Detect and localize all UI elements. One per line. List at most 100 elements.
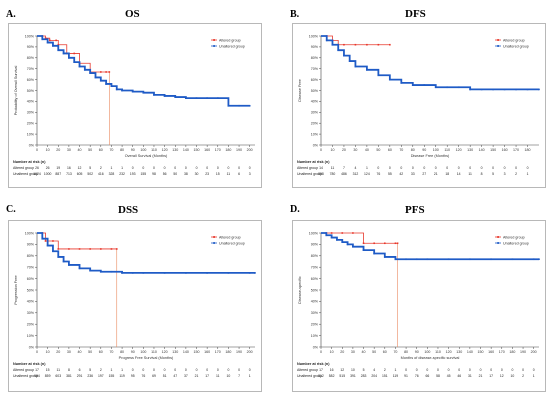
y-tick-label: 40% [27, 100, 35, 104]
censor-mark [185, 97, 187, 99]
y-tick-label: 80% [27, 254, 35, 258]
y-tick-label: 90% [311, 243, 319, 247]
panel-d-title: PFS [405, 204, 425, 216]
y-tick-label: 50% [311, 288, 319, 292]
risk-value: 486 [341, 172, 347, 176]
x-tick-label: 40 [365, 148, 369, 152]
x-tick-label: 150 [194, 350, 200, 354]
panel-c-letter: C. [6, 204, 16, 215]
censor-mark [89, 269, 91, 272]
risk-value: 391 [350, 374, 356, 378]
censor-mark [78, 267, 81, 270]
x-tick-label: 170 [513, 148, 519, 152]
censor-mark [153, 94, 155, 96]
risk-value: 0 [412, 166, 414, 170]
y-tick-label: 10% [311, 334, 319, 338]
risk-value: 2 [515, 172, 517, 176]
censor-mark [238, 104, 240, 107]
censor-mark [480, 88, 483, 91]
y-tick-label: 30% [27, 311, 35, 315]
risk-value: 0 [405, 368, 407, 372]
legend-label: Altered group [219, 38, 241, 42]
censor-mark [78, 65, 81, 68]
censor-mark [57, 43, 60, 46]
risk-value: 381 [66, 374, 72, 378]
risk-value: 0 [206, 166, 208, 170]
risk-value: 1 [121, 368, 123, 372]
y-tick-label: 100% [309, 231, 319, 235]
risk-value: 76 [415, 374, 419, 378]
censor-mark [94, 76, 97, 79]
y-tick-label: 0% [29, 143, 35, 147]
censor-mark [195, 97, 198, 99]
x-tick-label: 110 [444, 148, 450, 152]
x-tick-label: 120 [162, 350, 168, 354]
x-tick-label: 0 [320, 350, 322, 354]
censor-mark [354, 65, 357, 68]
x-tick-label: 40 [362, 350, 366, 354]
y-tick-label: 90% [27, 45, 35, 49]
x-tick-label: 130 [172, 350, 178, 354]
x-tick-label: 70 [393, 350, 397, 354]
censor-mark [115, 88, 118, 91]
risk-row-label: Altered group [13, 368, 34, 372]
censor-mark [538, 258, 540, 261]
x-tick-label: 20 [340, 350, 344, 354]
risk-value: 27 [422, 172, 426, 176]
risk-value: 155 [141, 172, 147, 176]
risk-value: 4 [354, 166, 356, 170]
km-curve-unaltered [37, 232, 255, 274]
censor-mark [227, 272, 230, 274]
km-curve-unaltered [321, 232, 539, 261]
censor-mark [538, 88, 540, 91]
censor-mark [515, 88, 517, 91]
risk-value: 23 [205, 172, 209, 176]
x-tick-label: 190 [236, 148, 242, 152]
risk-value: 1 [527, 172, 529, 176]
x-tick-label: 200 [247, 350, 253, 354]
x-axis-label: Overall Survival (Months) [125, 154, 168, 158]
x-tick-label: 20 [56, 148, 60, 152]
censor-mark [89, 248, 91, 250]
x-tick-label: 30 [67, 350, 71, 354]
legend-marker [213, 236, 215, 238]
risk-value: 11 [468, 172, 472, 176]
censor-mark [248, 104, 251, 107]
censor-mark [341, 241, 344, 243]
censor-mark [343, 54, 345, 57]
y-tick-label: 70% [27, 266, 35, 270]
censor-mark [206, 272, 208, 274]
x-axis-label: Months of disease-specific survival [401, 356, 460, 360]
km-curve-unaltered [37, 35, 250, 107]
risk-value: 1 [249, 374, 251, 378]
censor-mark [366, 43, 368, 46]
censor-mark [396, 242, 399, 245]
x-tick-label: 80 [411, 148, 415, 152]
censor-mark [511, 258, 514, 261]
y-tick-label: 0% [29, 345, 35, 349]
legend-marker [497, 39, 499, 41]
censor-mark [41, 38, 44, 41]
risk-value: 0 [437, 368, 439, 372]
risk-value: 328 [109, 172, 115, 176]
panel-d-letter: D. [290, 204, 300, 215]
y-tick-label: 60% [311, 277, 319, 281]
censor-mark [362, 249, 365, 251]
censor-mark [377, 74, 380, 77]
censor-mark [423, 84, 426, 86]
censor-mark [330, 232, 333, 234]
risk-value: 151 [382, 374, 388, 378]
censor-mark [389, 78, 391, 81]
risk-value: 17 [489, 374, 493, 378]
risk-value: 66 [425, 374, 429, 378]
y-tick-label: 90% [311, 45, 319, 49]
x-tick-label: 40 [78, 148, 82, 152]
risk-value: 1 [121, 166, 123, 170]
risk-row-label: Unaltered group [297, 374, 322, 378]
risk-value: 119 [393, 374, 399, 378]
x-tick-label: 150 [490, 148, 496, 152]
censor-mark [206, 97, 208, 99]
risk-value: 582 [329, 374, 335, 378]
risk-value: 8 [68, 368, 70, 372]
x-tick-label: 130 [172, 148, 178, 152]
